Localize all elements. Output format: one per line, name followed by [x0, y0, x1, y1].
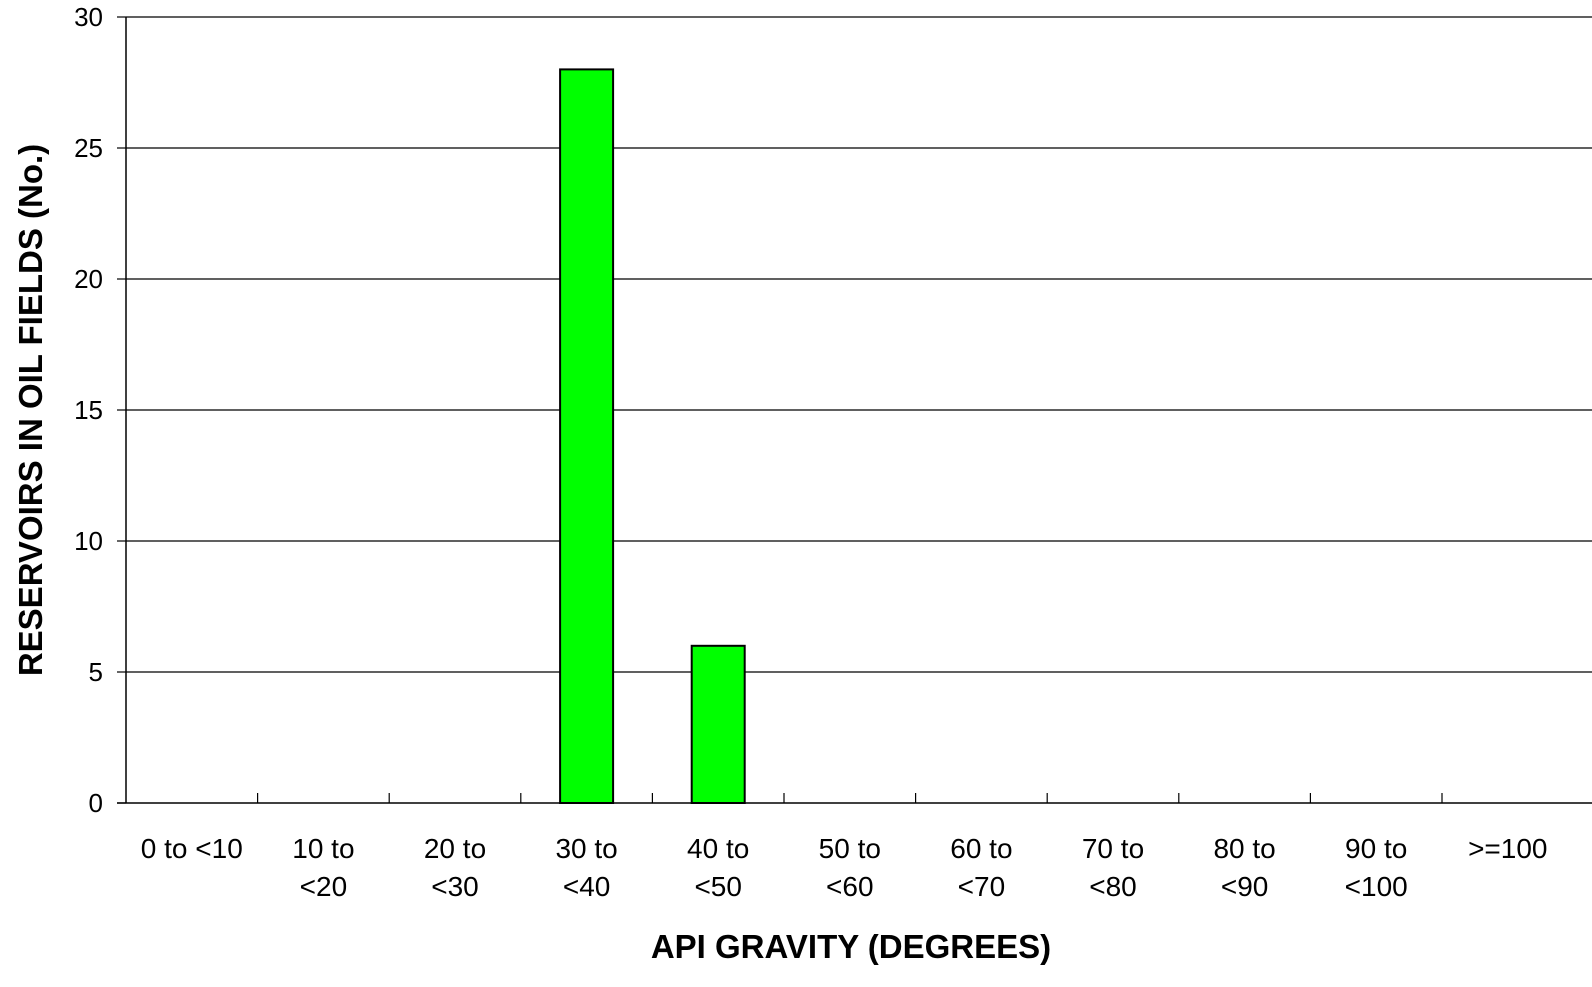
- x-tick-label-line: <80: [1089, 871, 1137, 902]
- y-tick-label: 25: [74, 133, 103, 163]
- x-tick-label-line: 50 to: [819, 833, 881, 864]
- x-tick-label: 50 to <60: [819, 833, 881, 902]
- x-tick-label-line: 0 to <10: [141, 833, 243, 864]
- x-tick-label-line: <70: [958, 871, 1006, 902]
- bars: [559, 68, 746, 804]
- x-tick-label: >=100: [1468, 833, 1547, 864]
- y-tick-label: 30: [74, 2, 103, 32]
- x-tick-label: 10 to <20: [292, 833, 354, 902]
- x-tick-label-line: 80 to: [1213, 833, 1275, 864]
- x-axis-title: API GRAVITY (DEGREES): [651, 928, 1051, 965]
- x-tick-labels: 0 to <10 10 to <20 20 to <30 30 to <40 40 to <50…: [141, 833, 1548, 902]
- x-tick-label-line: >=100: [1468, 833, 1547, 864]
- x-tick-label: 0 to <10: [141, 833, 243, 864]
- y-tick-label: 15: [74, 395, 103, 425]
- x-tick-label-line: 20 to: [424, 833, 486, 864]
- x-tick-label-line: <100: [1345, 871, 1408, 902]
- x-tick-label: 30 to <40: [555, 833, 617, 902]
- y-axis-title: RESERVOIRS IN OIL FIELDS (No.): [12, 144, 49, 676]
- y-tick-label: 20: [74, 264, 103, 294]
- x-tick-label: 90 to <100: [1345, 833, 1408, 902]
- x-tick-label-line: 90 to: [1345, 833, 1407, 864]
- x-tick-label-line: <30: [431, 871, 479, 902]
- x-tick-label: 80 to <90: [1213, 833, 1275, 902]
- x-tick-label-line: <50: [694, 871, 742, 902]
- bar: [559, 68, 615, 804]
- x-tick-label: 20 to <30: [424, 833, 486, 902]
- gridlines: [126, 16, 1592, 673]
- x-tick-label-line: <40: [563, 871, 611, 902]
- y-tick-label: 10: [74, 526, 103, 556]
- x-tick-label: 60 to <70: [950, 833, 1012, 902]
- x-tick-label-line: 30 to: [555, 833, 617, 864]
- x-tick-label-line: <60: [826, 871, 874, 902]
- x-tick-label-line: <20: [300, 871, 348, 902]
- y-tick-label: 5: [89, 657, 103, 687]
- bar: [690, 644, 746, 804]
- y-tick-label: 0: [89, 788, 103, 818]
- x-tick-label-line: <90: [1221, 871, 1269, 902]
- x-tick-label-line: 60 to: [950, 833, 1012, 864]
- x-tick-label-line: 70 to: [1082, 833, 1144, 864]
- y-tick-labels: 0 5 10 15 20 25 30: [74, 2, 103, 818]
- x-tick-label-line: 40 to: [687, 833, 749, 864]
- x-tick-label-line: 10 to: [292, 833, 354, 864]
- axes: [117, 16, 1592, 804]
- x-tick-label: 40 to <50: [687, 833, 749, 902]
- x-tick-label: 70 to <80: [1082, 833, 1144, 902]
